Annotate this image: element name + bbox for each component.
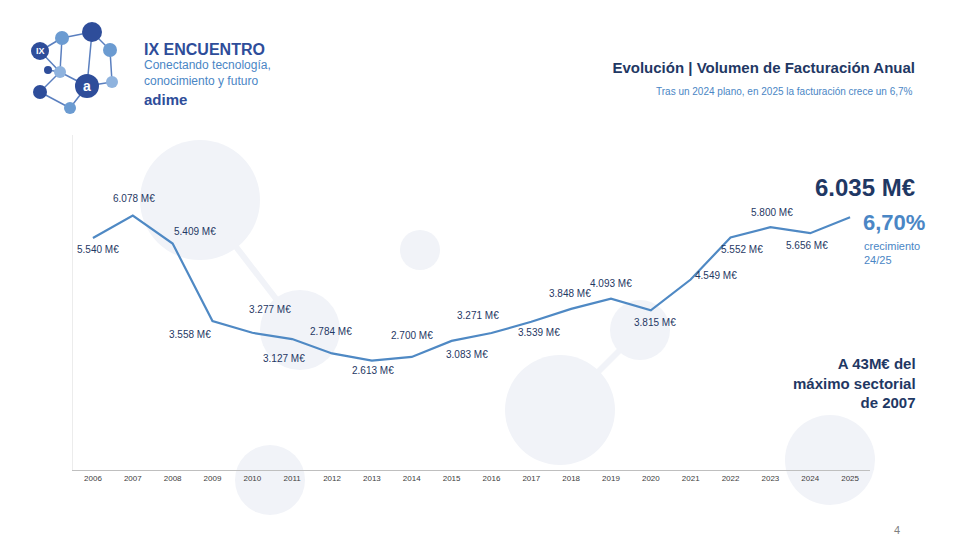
svg-text:2011: 2011 [284, 474, 302, 483]
svg-text:2019: 2019 [602, 474, 620, 483]
svg-text:3.539 M€: 3.539 M€ [518, 327, 560, 338]
svg-text:Evolución | Volumen de Factura: Evolución | Volumen de Facturación Anual [612, 59, 915, 76]
svg-text:2008: 2008 [164, 474, 182, 483]
svg-text:3.127 M€: 3.127 M€ [263, 353, 305, 364]
svg-text:5.552 M€: 5.552 M€ [721, 244, 763, 255]
svg-text:2012: 2012 [323, 474, 341, 483]
svg-text:2007: 2007 [124, 474, 142, 483]
svg-text:4.093 M€: 4.093 M€ [590, 278, 632, 289]
svg-text:2.613 M€: 2.613 M€ [352, 365, 394, 376]
svg-text:Tras un 2024 plano, en 2025 la: Tras un 2024 plano, en 2025 la facturaci… [656, 86, 913, 97]
svg-text:3.271 M€: 3.271 M€ [457, 310, 499, 321]
svg-text:3.277 M€: 3.277 M€ [249, 304, 291, 315]
svg-text:2025: 2025 [841, 474, 859, 483]
svg-text:2016: 2016 [483, 474, 501, 483]
svg-text:2022: 2022 [722, 474, 740, 483]
svg-text:2.700 M€: 2.700 M€ [391, 330, 433, 341]
svg-text:Conectando tecnología,conocimi: Conectando tecnología,conocimiento y fut… [144, 58, 271, 88]
svg-text:3.558 M€: 3.558 M€ [169, 329, 211, 340]
svg-text:6.078 M€: 6.078 M€ [113, 193, 155, 204]
svg-text:6,70%: 6,70% [863, 210, 925, 235]
svg-text:2006: 2006 [84, 474, 102, 483]
svg-text:IX: IX [36, 46, 45, 56]
svg-text:2010: 2010 [243, 474, 261, 483]
svg-text:2017: 2017 [522, 474, 540, 483]
svg-text:5.409 M€: 5.409 M€ [174, 226, 216, 237]
svg-text:A 43M€ delmáximo sectorialde 2: A 43M€ delmáximo sectorialde 2007 [793, 355, 916, 411]
svg-text:3.083 M€: 3.083 M€ [446, 349, 488, 360]
svg-text:6.035 M€: 6.035 M€ [815, 174, 915, 201]
svg-text:IX ENCUENTRO: IX ENCUENTRO [144, 41, 265, 58]
svg-text:4: 4 [894, 524, 900, 536]
svg-text:5.800 M€: 5.800 M€ [751, 207, 793, 218]
svg-text:5.656 M€: 5.656 M€ [786, 240, 828, 251]
svg-text:adime: adime [144, 91, 187, 108]
svg-text:2021: 2021 [682, 474, 700, 483]
svg-text:2009: 2009 [204, 474, 222, 483]
svg-text:2018: 2018 [562, 474, 580, 483]
svg-text:2024: 2024 [801, 474, 819, 483]
svg-text:4.549 M€: 4.549 M€ [695, 270, 737, 281]
svg-text:crecimiento24/25: crecimiento24/25 [864, 240, 920, 266]
svg-text:2013: 2013 [363, 474, 381, 483]
svg-text:3.815 M€: 3.815 M€ [634, 317, 676, 328]
svg-text:2020: 2020 [642, 474, 660, 483]
svg-text:3.848 M€: 3.848 M€ [549, 288, 591, 299]
svg-text:2014: 2014 [403, 474, 421, 483]
svg-text:2015: 2015 [443, 474, 461, 483]
svg-text:a: a [83, 78, 91, 94]
svg-text:2023: 2023 [761, 474, 779, 483]
svg-text:2.784 M€: 2.784 M€ [310, 326, 352, 337]
svg-text:5.540 M€: 5.540 M€ [77, 244, 119, 255]
